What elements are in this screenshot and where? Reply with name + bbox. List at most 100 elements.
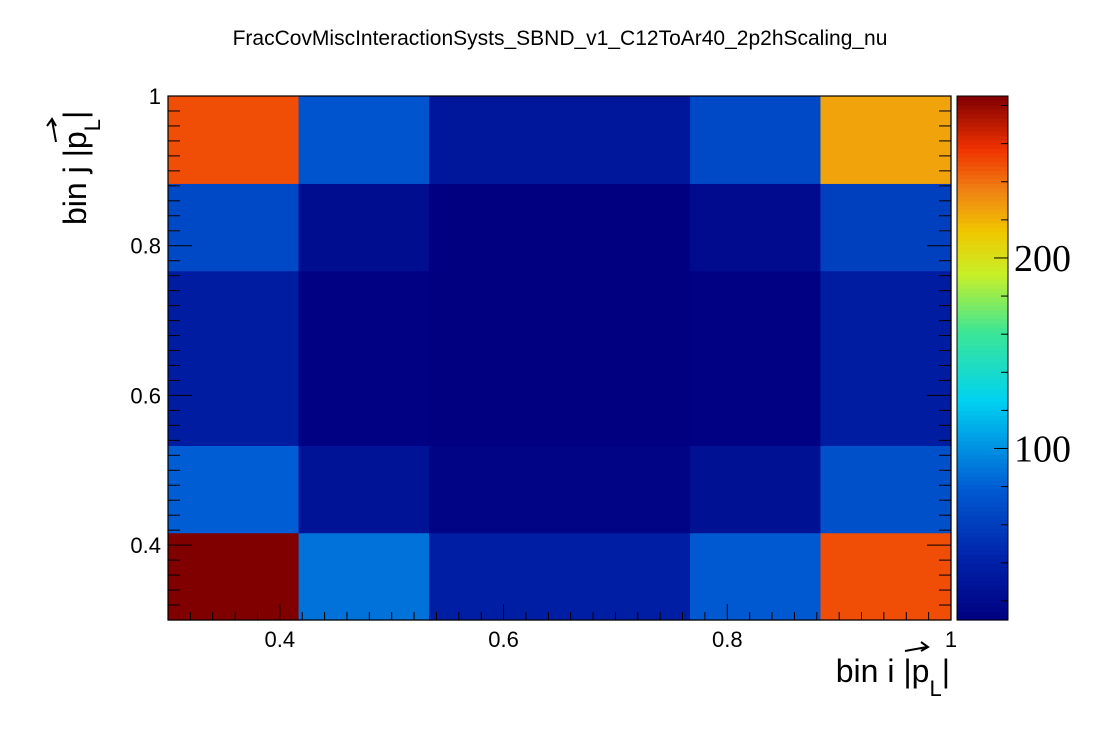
heatmap-cell — [560, 445, 691, 533]
colorbar-segment — [957, 419, 1008, 424]
heatmap-cell — [690, 271, 821, 359]
heatmap-cell — [299, 183, 430, 271]
colorbar-segment — [957, 607, 1008, 612]
colorbar-segment — [957, 589, 1008, 594]
colorbar-segment — [957, 502, 1008, 507]
colorbar-segment — [957, 389, 1008, 394]
colorbar-segment — [957, 175, 1008, 180]
heatmap-cell — [820, 445, 951, 533]
colorbar-tick-label: 100 — [1014, 429, 1071, 471]
colorbar-segment — [957, 406, 1008, 411]
y-tick-label: 0.6 — [130, 383, 161, 408]
colorbar-segment — [957, 109, 1008, 114]
heatmap-cell — [690, 358, 821, 446]
heatmap-cell — [560, 271, 691, 359]
colorbar-segment — [957, 201, 1008, 206]
heatmap-cell — [690, 96, 821, 184]
heatmap-cell — [820, 96, 951, 184]
heatmap-cell — [429, 358, 560, 446]
colorbar-segment — [957, 410, 1008, 415]
svg-text:bin i |pL|: bin i |pL| — [836, 653, 950, 701]
x-label-subscript: L — [929, 676, 941, 701]
colorbar-segment — [957, 319, 1008, 324]
colorbar-segment — [957, 454, 1008, 459]
x-axis-label: bin i |pL| — [836, 642, 950, 701]
colorbar-segment — [957, 205, 1008, 210]
colorbar-segment — [957, 384, 1008, 389]
colorbar-segment — [957, 397, 1008, 402]
heatmap-cell — [429, 271, 560, 359]
colorbar-segment — [957, 603, 1008, 608]
colorbar-segment — [957, 118, 1008, 123]
heatmap-cell — [168, 271, 299, 359]
x-tick-label: 0.4 — [265, 627, 296, 652]
colorbar-segment — [957, 415, 1008, 420]
y-label-symbol: p — [57, 131, 93, 149]
colorbar-segment — [957, 327, 1008, 332]
colorbar-segment — [957, 262, 1008, 267]
colorbar-segment — [957, 314, 1008, 319]
colorbar-segment — [957, 367, 1008, 372]
colorbar-segment — [957, 493, 1008, 498]
heatmap-cell — [560, 183, 691, 271]
colorbar-segment — [957, 572, 1008, 577]
x-label-suffix: | — [942, 653, 950, 689]
colorbar-segment — [957, 598, 1008, 603]
heatmap-cell — [690, 533, 821, 621]
heatmap-cell — [299, 271, 430, 359]
x-tick-label: 0.6 — [488, 627, 519, 652]
colorbar-segment — [957, 563, 1008, 568]
heatmap-cell — [820, 358, 951, 446]
colorbar-segment — [957, 354, 1008, 359]
colorbar-segment — [957, 432, 1008, 437]
colorbar-segment — [957, 362, 1008, 367]
x-label-symbol: p — [912, 653, 930, 689]
colorbar-segment — [957, 192, 1008, 197]
colorbar-segment — [957, 253, 1008, 258]
colorbar-segment — [957, 162, 1008, 167]
colorbar-segment — [957, 306, 1008, 311]
heatmap-cells — [168, 96, 952, 621]
y-tick-label: 0.4 — [130, 533, 161, 558]
colorbar-segment — [957, 428, 1008, 433]
heatmap-cell — [168, 183, 299, 271]
colorbar-segment — [957, 179, 1008, 184]
y-label-subscript: L — [80, 119, 105, 131]
colorbar-segment — [957, 113, 1008, 118]
colorbar-segment — [957, 463, 1008, 468]
y-axis-label: bin j |pL| — [47, 111, 105, 225]
colorbar-segment — [957, 170, 1008, 175]
heatmap-cell — [429, 183, 560, 271]
colorbar-tick-label: 200 — [1014, 238, 1071, 280]
heatmap-cell — [429, 96, 560, 184]
colorbar-segment — [957, 127, 1008, 132]
y-label-vector-arrow-icon — [47, 119, 56, 142]
x-tick-label: 1 — [945, 627, 957, 652]
heatmap-cell — [299, 445, 430, 533]
chart-title: FracCovMiscInteractionSysts_SBND_v1_C12T… — [233, 27, 888, 50]
colorbar-segment — [957, 511, 1008, 516]
colorbar-segment — [957, 244, 1008, 249]
colorbar-segment — [957, 210, 1008, 215]
heatmap-cell — [820, 271, 951, 359]
colorbar-segment — [957, 402, 1008, 407]
colorbar-segment — [957, 441, 1008, 446]
colorbar-segment — [957, 231, 1008, 236]
colorbar-segment — [957, 541, 1008, 546]
colorbar-segment — [957, 341, 1008, 346]
colorbar-segment — [957, 122, 1008, 127]
colorbar-segment — [957, 188, 1008, 193]
colorbar-segment — [957, 218, 1008, 223]
y-label-prefix: bin j | — [57, 149, 93, 225]
colorbar-segment — [957, 236, 1008, 241]
svg-text:bin j |pL|: bin j |pL| — [57, 111, 105, 225]
colorbar-segment — [957, 166, 1008, 171]
colorbar-segment — [957, 153, 1008, 158]
colorbar-segment — [957, 528, 1008, 533]
colorbar-segment — [957, 284, 1008, 289]
colorbar-segment — [957, 458, 1008, 463]
colorbar-segment — [957, 131, 1008, 136]
colorbar-segment — [957, 375, 1008, 380]
x-tick-label: 0.8 — [712, 627, 743, 652]
colorbar-segment — [957, 576, 1008, 581]
